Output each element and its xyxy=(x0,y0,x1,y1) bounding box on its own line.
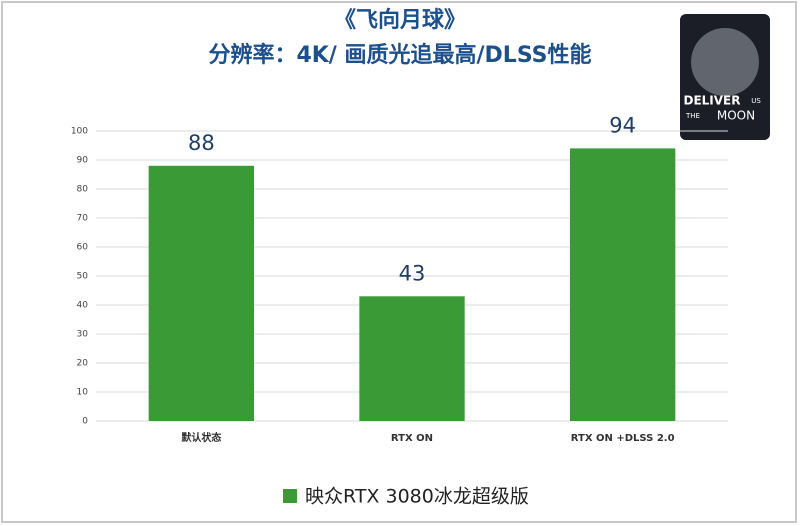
x-tick-label: RTX ON xyxy=(391,433,433,444)
cover-text: DELIVER xyxy=(684,94,741,108)
y-tick-label: 90 xyxy=(77,156,89,166)
y-tick-label: 50 xyxy=(77,272,89,282)
y-tick-label: 20 xyxy=(77,359,89,369)
bar xyxy=(570,148,676,421)
chart-title: 《飞向月球》 xyxy=(334,7,466,33)
bar xyxy=(148,165,254,421)
y-tick-label: 80 xyxy=(77,185,89,195)
data-label: 88 xyxy=(188,131,215,155)
data-label: 94 xyxy=(609,113,636,137)
cover-text: US xyxy=(751,97,761,105)
cover-text: THE xyxy=(685,112,700,120)
x-tick-label: 默认状态 xyxy=(181,431,221,444)
chart-subtitle: 分辨率：4K/ 画质光追最高/DLSS性能 xyxy=(208,42,591,68)
y-tick-label: 10 xyxy=(77,388,89,398)
legend-label: 映众RTX 3080冰龙超级版 xyxy=(305,486,529,508)
y-tick-label: 100 xyxy=(71,127,88,137)
y-tick-label: 70 xyxy=(77,214,89,224)
cover-text: MOON xyxy=(717,109,755,123)
data-label: 43 xyxy=(399,261,426,285)
y-tick-label: 60 xyxy=(77,243,89,253)
bar xyxy=(359,296,465,421)
game-cover: DELIVER US THE MOON xyxy=(680,14,770,140)
y-tick-label: 0 xyxy=(82,417,88,427)
legend-swatch xyxy=(283,489,297,503)
cover-moon xyxy=(691,28,759,96)
y-tick-label: 40 xyxy=(77,301,89,311)
x-tick-label: RTX ON +DLSS 2.0 xyxy=(571,433,675,444)
y-tick-label: 30 xyxy=(77,330,89,340)
